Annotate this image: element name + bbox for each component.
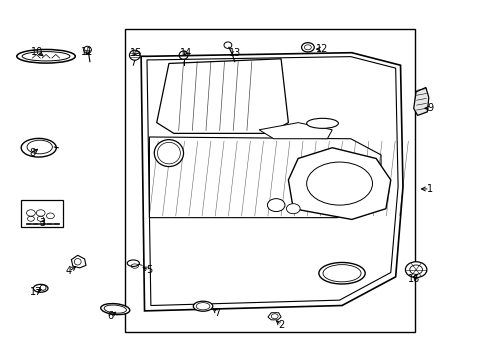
Text: 8: 8 <box>29 148 35 158</box>
Circle shape <box>286 204 300 214</box>
Text: 9: 9 <box>427 103 433 113</box>
Polygon shape <box>267 313 281 320</box>
Polygon shape <box>157 59 288 134</box>
Polygon shape <box>259 123 331 139</box>
Bar <box>125 30 414 332</box>
Ellipse shape <box>21 138 56 157</box>
Circle shape <box>405 262 426 278</box>
Ellipse shape <box>193 301 212 311</box>
Circle shape <box>267 199 285 212</box>
Polygon shape <box>149 137 380 218</box>
Text: 15: 15 <box>130 48 142 58</box>
Text: 6: 6 <box>107 311 113 321</box>
Ellipse shape <box>17 49 75 63</box>
Text: 10: 10 <box>31 46 43 57</box>
Polygon shape <box>71 255 86 268</box>
Ellipse shape <box>306 118 338 129</box>
Text: 13: 13 <box>228 48 241 58</box>
Text: 11: 11 <box>81 46 93 57</box>
Ellipse shape <box>318 262 365 284</box>
Text: 17: 17 <box>30 287 42 297</box>
Text: 7: 7 <box>214 308 221 318</box>
Text: 14: 14 <box>180 48 192 58</box>
Polygon shape <box>413 87 428 116</box>
Polygon shape <box>288 148 390 220</box>
Text: 3: 3 <box>39 218 45 228</box>
Text: 4: 4 <box>66 266 72 276</box>
Text: 5: 5 <box>146 265 152 275</box>
Ellipse shape <box>154 140 183 167</box>
Text: 12: 12 <box>316 44 328 54</box>
Text: 16: 16 <box>407 274 420 284</box>
Text: 2: 2 <box>277 320 284 330</box>
Polygon shape <box>141 53 402 311</box>
Ellipse shape <box>127 260 139 266</box>
Text: 1: 1 <box>426 184 432 194</box>
Ellipse shape <box>33 284 48 292</box>
Bar <box>21 200 62 226</box>
Ellipse shape <box>101 303 129 315</box>
